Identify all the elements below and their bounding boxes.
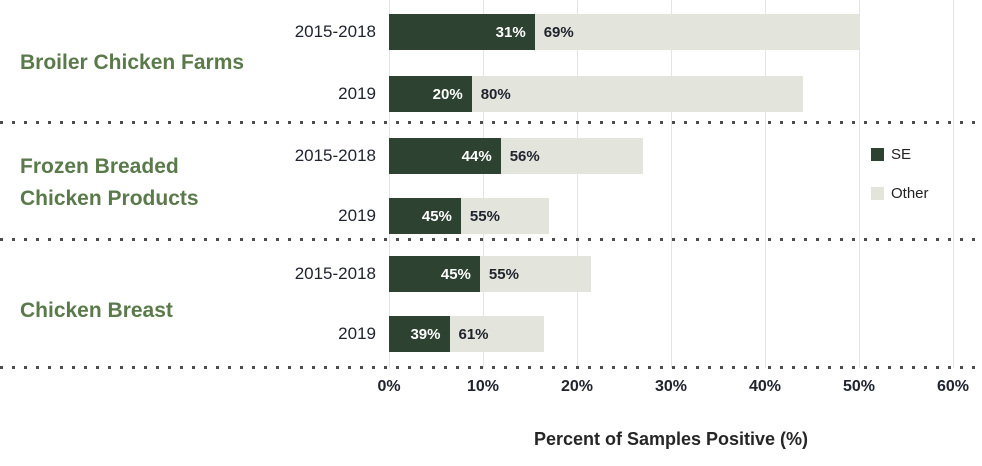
x-tick-label: 30% [654, 378, 688, 395]
dotted-separator [0, 238, 982, 241]
other-segment: 69% [534, 14, 859, 50]
se-segment: 31% [389, 14, 535, 50]
x-tick-label: 10% [466, 378, 500, 395]
legend: SE Other [871, 146, 929, 224]
bar-row: 2019 45% 55% [0, 198, 982, 234]
gridline [765, 0, 766, 368]
category-label: Frozen Breaded Chicken Products [20, 151, 280, 215]
year-label: 2015-2018 [294, 264, 376, 283]
other-segment: 80% [471, 76, 803, 112]
legend-label: Other [891, 185, 929, 202]
se-segment: 39% [389, 316, 450, 352]
category-label-line: Frozen Breaded [20, 155, 179, 178]
gridline [389, 0, 390, 368]
dotted-separator [0, 366, 982, 369]
category-label: Chicken Breast [20, 295, 280, 327]
se-segment: 44% [389, 138, 501, 174]
x-tick-label: 50% [842, 378, 876, 395]
legend-swatch-se [871, 148, 884, 161]
other-value-label: 61% [458, 325, 489, 343]
x-tick-label: 0% [377, 378, 401, 395]
se-value-label: 20% [432, 85, 463, 103]
bar-row: 2019 20% 80% [0, 76, 982, 112]
se-value-label: 45% [421, 207, 452, 225]
bar-row: 2015-2018 44% 56% [0, 138, 982, 174]
x-tick-label: 40% [748, 378, 782, 395]
other-value-label: 80% [480, 85, 511, 103]
x-axis-title: Percent of Samples Positive (%) [533, 429, 809, 449]
stacked-bar: 20% 80% [389, 76, 803, 112]
se-value-label: 45% [440, 265, 471, 283]
stacked-bar: 31% 69% [389, 14, 859, 50]
stacked-bar: 44% 56% [389, 138, 643, 174]
gridline [577, 0, 578, 368]
se-segment: 45% [389, 256, 480, 292]
other-value-label: 69% [543, 23, 574, 41]
se-segment: 45% [389, 198, 461, 234]
other-value-label: 55% [488, 265, 519, 283]
bar-row: 2015-2018 31% 69% [0, 14, 982, 50]
year-label: 2015-2018 [294, 22, 376, 41]
category-label-line: Chicken Breast [20, 299, 173, 322]
year-label: 2019 [338, 206, 376, 225]
bar-row: 2019 39% 61% [0, 316, 982, 352]
bar-row: 2015-2018 45% 55% [0, 256, 982, 292]
x-tick-label: 20% [560, 378, 594, 395]
year-label: 2015-2018 [294, 146, 376, 165]
stacked-bar: 39% 61% [389, 316, 545, 352]
x-tick-label: 60% [936, 378, 970, 395]
se-value-label: 39% [410, 325, 441, 343]
se-segment: 20% [389, 76, 472, 112]
se-value-label: 44% [461, 147, 492, 165]
legend-swatch-other [871, 187, 884, 200]
plot-area [389, 0, 954, 368]
gridline [483, 0, 484, 368]
other-value-label: 56% [509, 147, 540, 165]
stacked-bar: 45% 55% [389, 198, 549, 234]
legend-entry: SE [871, 146, 929, 163]
other-segment: 56% [500, 138, 643, 174]
gridline [953, 0, 954, 368]
category-label-line: Broiler Chicken Farms [20, 51, 245, 74]
stacked-bar: 45% 55% [389, 256, 592, 292]
legend-label: SE [891, 146, 912, 163]
se-value-label: 31% [495, 23, 526, 41]
other-segment: 55% [479, 256, 592, 292]
category-label-line: Chicken Products [20, 187, 199, 210]
gridline [671, 0, 672, 368]
year-label: 2019 [338, 324, 376, 343]
other-value-label: 55% [469, 207, 500, 225]
gridline [859, 0, 860, 368]
year-label: 2019 [338, 84, 376, 103]
dotted-separator [0, 121, 982, 124]
legend-entry: Other [871, 185, 929, 202]
category-label: Broiler Chicken Farms [20, 47, 280, 79]
other-segment: 55% [460, 198, 549, 234]
other-segment: 61% [449, 316, 545, 352]
